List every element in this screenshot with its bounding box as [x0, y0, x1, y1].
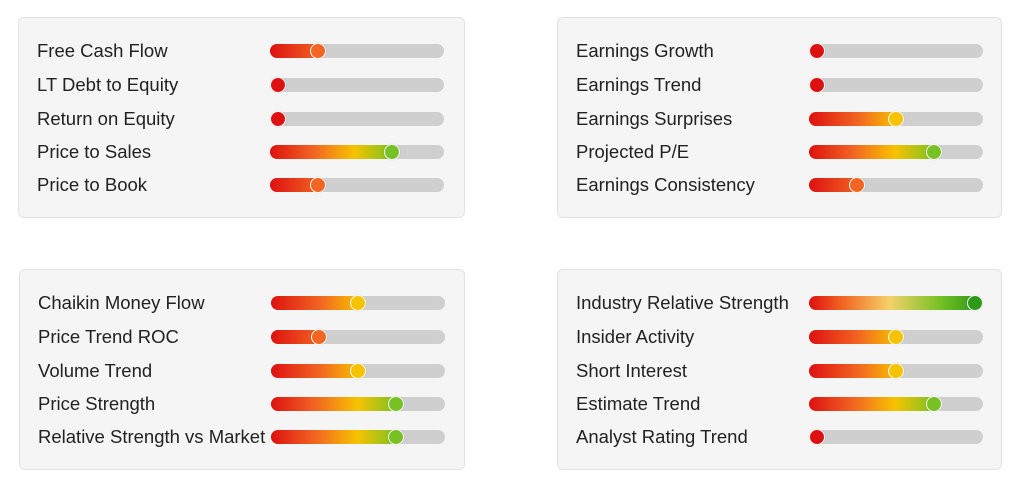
metric-row-earnings-surprises: Earnings Surprises	[558, 104, 1001, 134]
rating-bar-fill	[809, 178, 859, 192]
metric-row-free-cash-flow: Free Cash Flow	[19, 36, 464, 66]
rating-bar-track	[270, 144, 444, 160]
rating-bar-track	[270, 177, 444, 193]
rating-bar-track	[809, 43, 983, 59]
rating-indicator-dot	[350, 363, 366, 379]
rating-bar-track	[271, 329, 445, 345]
metric-row-earnings-trend: Earnings Trend	[558, 70, 1001, 100]
rating-indicator-dot	[809, 429, 825, 445]
metric-row-lt-debt-to-equity: LT Debt to Equity	[19, 70, 464, 100]
rating-indicator-dot	[888, 111, 904, 127]
metric-row-price-to-book: Price to Book	[19, 170, 464, 200]
rating-bar-track	[809, 396, 983, 412]
metric-row-price-trend-roc: Price Trend ROC	[20, 322, 464, 352]
rating-indicator-dot	[809, 77, 825, 93]
metric-row-price-strength: Price Strength	[20, 389, 464, 419]
rating-bar-fill	[809, 330, 898, 344]
rating-bar-fill	[271, 364, 360, 378]
rating-bar-track	[809, 144, 983, 160]
panel-technicals: Chaikin Money Flow Price Trend ROC Volume …	[19, 269, 465, 470]
rating-bar-track	[270, 111, 444, 127]
rating-indicator-dot	[888, 329, 904, 345]
rating-indicator-dot	[387, 396, 404, 412]
metric-row-volume-trend: Volume Trend	[20, 356, 464, 386]
metric-label: Relative Strength vs Market	[38, 426, 266, 447]
metric-row-earnings-consistency: Earnings Consistency	[558, 170, 1001, 200]
metric-label: Projected P/E	[576, 141, 690, 162]
rating-indicator-dot	[309, 43, 326, 59]
metric-label: Volume Trend	[38, 360, 153, 381]
rating-indicator-dot	[967, 295, 983, 311]
rating-bar-fill	[271, 330, 321, 344]
rating-bar-fill	[270, 44, 320, 58]
metric-label: Return on Equity	[37, 108, 175, 129]
rating-bar-track	[271, 396, 445, 412]
metric-label: Price to Sales	[37, 141, 152, 162]
metric-label: LT Debt to Equity	[37, 74, 179, 95]
metric-row-price-to-sales: Price to Sales	[19, 137, 464, 167]
rating-indicator-dot	[387, 429, 404, 445]
metric-row-earnings-growth: Earnings Growth	[558, 36, 1001, 66]
panel-experts: Industry Relative Strength Insider Activi…	[557, 269, 1002, 470]
rating-bar-track	[809, 177, 983, 193]
metric-label: Short Interest	[576, 360, 688, 381]
metric-label: Price to Book	[37, 174, 148, 195]
metric-row-relative-strength-vs-market: Relative Strength vs Market	[20, 422, 464, 452]
rating-bar-track	[271, 429, 445, 445]
metric-label: Earnings Consistency	[576, 174, 755, 195]
rating-indicator-dot	[809, 43, 825, 59]
metric-label: Insider Activity	[576, 326, 695, 347]
metric-label: Price Trend ROC	[38, 326, 179, 347]
rating-bar-track	[809, 295, 983, 311]
rating-indicator-dot	[925, 396, 942, 412]
metric-label: Chaikin Money Flow	[38, 292, 205, 313]
panel-financials: Free Cash Flow LT Debt to Equity Return on…	[18, 17, 465, 218]
panel-earnings: Earnings Growth Earnings Trend Earnings Su…	[557, 17, 1002, 218]
rating-indicator-dot	[310, 329, 327, 345]
metric-row-short-interest: Short Interest	[558, 356, 1001, 386]
rating-bar-fill	[270, 145, 394, 159]
metric-label: Earnings Trend	[576, 74, 702, 95]
metric-label: Earnings Growth	[576, 40, 714, 61]
metric-label: Estimate Trend	[576, 393, 701, 414]
rating-bar-track	[809, 429, 983, 445]
rating-bar-track	[809, 363, 983, 379]
rating-bar-track	[809, 329, 983, 345]
rating-bar-fill	[271, 397, 398, 411]
metric-row-chaikin-money-flow: Chaikin Money Flow	[20, 288, 464, 318]
metric-row-industry-relative-strength: Industry Relative Strength	[558, 288, 1001, 318]
metric-row-projected-p-e: Projected P/E	[558, 137, 1001, 167]
rating-bar-fill	[809, 112, 898, 126]
rating-bar-fill	[809, 397, 936, 411]
rating-bar-fill	[809, 364, 898, 378]
rating-bar-track	[271, 363, 445, 379]
rating-bar-track	[809, 77, 983, 93]
rating-indicator-dot	[270, 111, 286, 127]
rating-indicator-dot	[309, 177, 326, 193]
rating-bar-track	[270, 77, 444, 93]
rating-indicator-dot	[925, 144, 942, 160]
rating-indicator-dot	[350, 295, 366, 311]
metric-label: Earnings Surprises	[576, 108, 733, 129]
rating-bar-fill	[809, 296, 977, 310]
metric-row-estimate-trend: Estimate Trend	[558, 389, 1001, 419]
rating-indicator-dot	[848, 177, 865, 193]
metric-row-insider-activity: Insider Activity	[558, 322, 1001, 352]
rating-bar-track	[270, 43, 444, 59]
rating-indicator-dot	[270, 77, 286, 93]
metric-label: Price Strength	[38, 393, 156, 414]
rating-indicator-dot	[888, 363, 904, 379]
rating-bar-fill	[271, 430, 398, 444]
rating-indicator-dot	[383, 144, 400, 160]
metric-label: Industry Relative Strength	[576, 292, 789, 313]
rating-bar-track	[271, 295, 445, 311]
metric-row-return-on-equity: Return on Equity	[19, 104, 464, 134]
metric-row-analyst-rating-trend: Analyst Rating Trend	[558, 422, 1001, 452]
metric-label: Analyst Rating Trend	[576, 426, 748, 447]
rating-bar-fill	[271, 296, 360, 310]
rating-bar-fill	[270, 178, 320, 192]
metric-label: Free Cash Flow	[37, 40, 168, 61]
rating-bar-fill	[809, 145, 936, 159]
rating-bar-track	[809, 111, 983, 127]
